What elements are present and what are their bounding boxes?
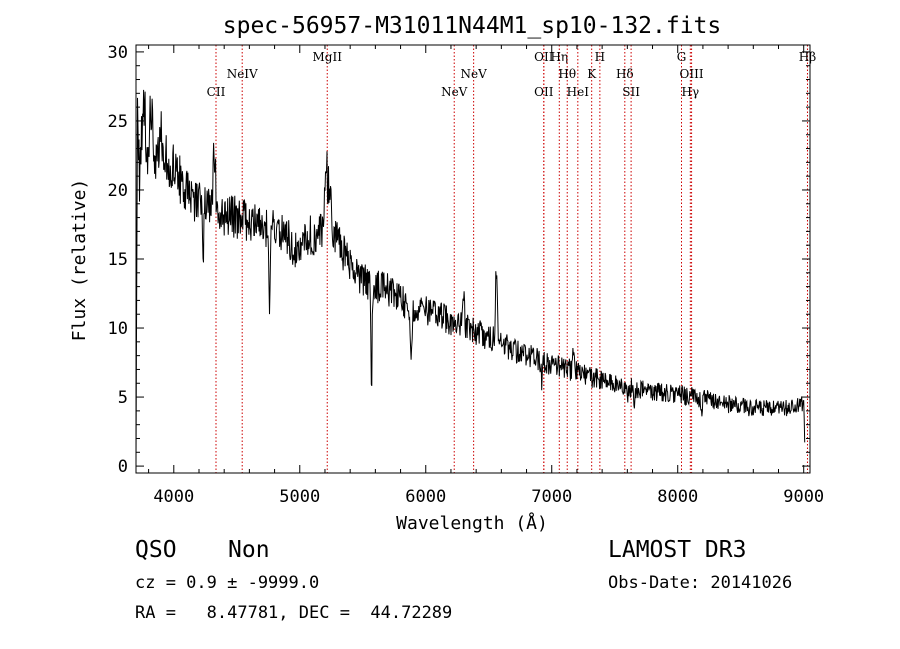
line-marker-label: K — [587, 67, 597, 81]
y-tick-label: 10 — [108, 319, 128, 339]
line-marker-label: NeV — [460, 67, 487, 81]
line-marker-label: NeV — [441, 85, 468, 99]
observation-date: Obs-Date: 20141026 — [608, 573, 793, 593]
chart-title: spec-56957-M31011N44M1_sp10-132.fits — [223, 13, 722, 39]
x-tick-label: 8000 — [657, 487, 698, 507]
redshift-value: cz = 0.9 ± -9999.0 — [135, 573, 320, 593]
y-tick-label: 30 — [108, 43, 128, 63]
plot-frame — [135, 44, 811, 474]
spectrum-chart: spec-56957-M31011N44M1_sp10-132.fits CII… — [69, 13, 824, 534]
y-tick-label: 20 — [108, 181, 128, 201]
line-marker-label: Hθ — [558, 67, 576, 81]
x-tick-label: 4000 — [153, 487, 194, 507]
spectrum-line — [135, 89, 806, 463]
x-tick-label: 5000 — [279, 487, 320, 507]
line-marker-label: OII — [534, 85, 554, 99]
line-marker-label: H — [595, 50, 605, 64]
x-tick-label: 7000 — [531, 487, 572, 507]
line-marker-label: MgII — [313, 50, 343, 64]
line-marker-label: Hη — [550, 50, 568, 64]
survey-name: LAMOST DR3 — [608, 537, 747, 563]
y-tick-label: 15 — [108, 250, 128, 270]
spectrum-series — [135, 89, 806, 463]
x-axis-label: Wavelength (Å) — [396, 512, 548, 534]
line-marker-label: NeIV — [227, 67, 258, 81]
line-marker-label: OIII — [680, 67, 704, 81]
line-marker-label: Hβ — [799, 50, 816, 64]
y-tick-label: 0 — [118, 457, 128, 477]
line-marker-label: SII — [622, 85, 640, 99]
y-tick-label: 25 — [108, 112, 128, 132]
object-class: QSO — [135, 537, 177, 563]
line-marker-label: Hγ — [681, 85, 699, 99]
emission-line-markers: CIINeIVMgIINeVNeVOIIOIIHηHθHeIKHHδSIIGOI… — [207, 45, 816, 473]
line-marker-label: CII — [207, 85, 226, 99]
y-tick-label: 5 — [118, 388, 128, 408]
object-subclass: Non — [228, 537, 270, 563]
y-axis: 0 5 10 15 20 25 30 — [108, 43, 810, 477]
line-marker-label: G — [677, 50, 687, 64]
x-tick-label: 9000 — [783, 487, 824, 507]
line-marker-label: HeI — [567, 85, 590, 99]
x-tick-label: 6000 — [405, 487, 446, 507]
y-axis-label: Flux (relative) — [69, 179, 90, 342]
line-marker-label: Hδ — [616, 67, 634, 81]
sky-coordinates: RA = 8.47781, DEC = 44.72289 — [135, 603, 453, 623]
x-axis: 4000 5000 6000 7000 8000 9000 — [148, 45, 824, 507]
